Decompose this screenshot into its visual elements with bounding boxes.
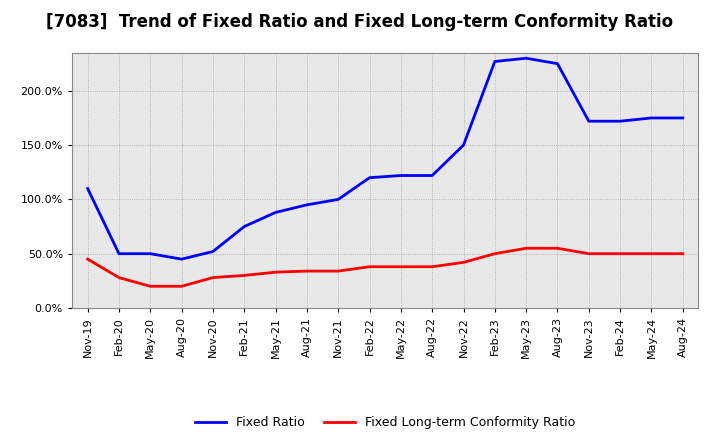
- Fixed Ratio: [553, 61, 562, 66]
- Fixed Long-term Conformity Ratio: [209, 275, 217, 280]
- Fixed Long-term Conformity Ratio: [678, 251, 687, 257]
- Fixed Ratio: [209, 249, 217, 254]
- Fixed Long-term Conformity Ratio: [240, 273, 248, 278]
- Fixed Long-term Conformity Ratio: [84, 257, 92, 262]
- Fixed Long-term Conformity Ratio: [146, 284, 155, 289]
- Fixed Ratio: [616, 118, 624, 124]
- Fixed Long-term Conformity Ratio: [177, 284, 186, 289]
- Line: Fixed Long-term Conformity Ratio: Fixed Long-term Conformity Ratio: [88, 248, 683, 286]
- Fixed Long-term Conformity Ratio: [302, 268, 311, 274]
- Fixed Long-term Conformity Ratio: [459, 260, 468, 265]
- Fixed Ratio: [647, 115, 656, 121]
- Fixed Long-term Conformity Ratio: [397, 264, 405, 269]
- Fixed Long-term Conformity Ratio: [490, 251, 499, 257]
- Text: [7083]  Trend of Fixed Ratio and Fixed Long-term Conformity Ratio: [7083] Trend of Fixed Ratio and Fixed Lo…: [46, 13, 674, 31]
- Fixed Ratio: [397, 173, 405, 178]
- Fixed Ratio: [585, 118, 593, 124]
- Fixed Ratio: [240, 224, 248, 229]
- Fixed Ratio: [365, 175, 374, 180]
- Fixed Ratio: [522, 55, 531, 61]
- Fixed Long-term Conformity Ratio: [428, 264, 436, 269]
- Fixed Long-term Conformity Ratio: [114, 275, 123, 280]
- Fixed Ratio: [334, 197, 343, 202]
- Fixed Ratio: [114, 251, 123, 257]
- Legend: Fixed Ratio, Fixed Long-term Conformity Ratio: Fixed Ratio, Fixed Long-term Conformity …: [190, 411, 580, 434]
- Fixed Long-term Conformity Ratio: [522, 246, 531, 251]
- Fixed Long-term Conformity Ratio: [271, 270, 280, 275]
- Fixed Ratio: [459, 143, 468, 148]
- Fixed Ratio: [177, 257, 186, 262]
- Fixed Ratio: [490, 59, 499, 64]
- Fixed Ratio: [302, 202, 311, 208]
- Fixed Long-term Conformity Ratio: [365, 264, 374, 269]
- Fixed Long-term Conformity Ratio: [647, 251, 656, 257]
- Fixed Long-term Conformity Ratio: [553, 246, 562, 251]
- Fixed Long-term Conformity Ratio: [585, 251, 593, 257]
- Line: Fixed Ratio: Fixed Ratio: [88, 58, 683, 259]
- Fixed Ratio: [271, 210, 280, 215]
- Fixed Long-term Conformity Ratio: [616, 251, 624, 257]
- Fixed Ratio: [84, 186, 92, 191]
- Fixed Ratio: [678, 115, 687, 121]
- Fixed Ratio: [146, 251, 155, 257]
- Fixed Ratio: [428, 173, 436, 178]
- Fixed Long-term Conformity Ratio: [334, 268, 343, 274]
